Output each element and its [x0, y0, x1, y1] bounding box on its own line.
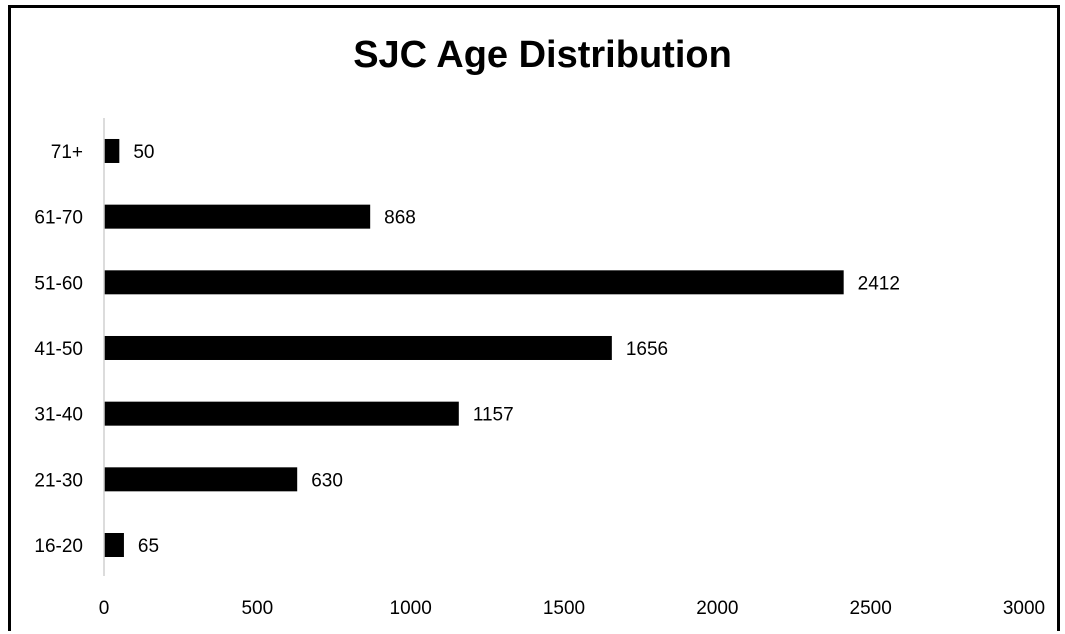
data-label-21-30: 630 — [311, 470, 343, 491]
bar-31-40 — [104, 401, 459, 426]
data-labels: 65 630 1157 1656 2412 868 50 — [133, 142, 900, 557]
x-tick-label-1500: 1500 — [543, 598, 585, 619]
category-label-71+: 71+ — [51, 142, 83, 163]
bar-21-30 — [104, 467, 298, 492]
bars-layer — [104, 138, 844, 557]
category-label-61-70: 61-70 — [34, 208, 83, 229]
data-label-31-40: 1157 — [473, 405, 514, 426]
data-label-51-60: 2412 — [858, 273, 900, 294]
chart-title: SJC Age Distribution — [353, 34, 732, 76]
data-label-16-20: 65 — [138, 536, 159, 557]
x-tick-label-500: 500 — [241, 598, 273, 619]
category-labels: 16-20 21-30 31-40 41-50 51-60 61-70 71+ — [34, 142, 83, 557]
bar-16-20 — [104, 533, 124, 557]
x-tick-label-2000: 2000 — [696, 598, 738, 619]
chart-frame — [8, 5, 1060, 631]
category-label-21-30: 21-30 — [34, 470, 83, 491]
x-tick-label-0: 0 — [99, 598, 110, 619]
category-label-51-60: 51-60 — [34, 273, 83, 294]
data-label-41-50: 1656 — [626, 339, 668, 360]
category-label-41-50: 41-50 — [34, 339, 83, 360]
x-tick-label-2500: 2500 — [850, 598, 892, 619]
bar-41-50 — [104, 335, 612, 360]
data-label-61-70: 868 — [384, 208, 416, 229]
x-tick-label-1000: 1000 — [390, 598, 432, 619]
category-label-16-20: 16-20 — [34, 536, 83, 557]
x-tick-label-3000: 3000 — [1003, 598, 1045, 619]
bar-71+ — [104, 138, 120, 163]
bar-51-60 — [104, 270, 844, 295]
bar-61-70 — [104, 204, 371, 229]
category-label-31-40: 31-40 — [34, 405, 83, 426]
x-axis-tick-labels: 0 500 1000 1500 2000 2500 3000 — [99, 598, 1045, 619]
data-label-71+: 50 — [133, 142, 154, 163]
